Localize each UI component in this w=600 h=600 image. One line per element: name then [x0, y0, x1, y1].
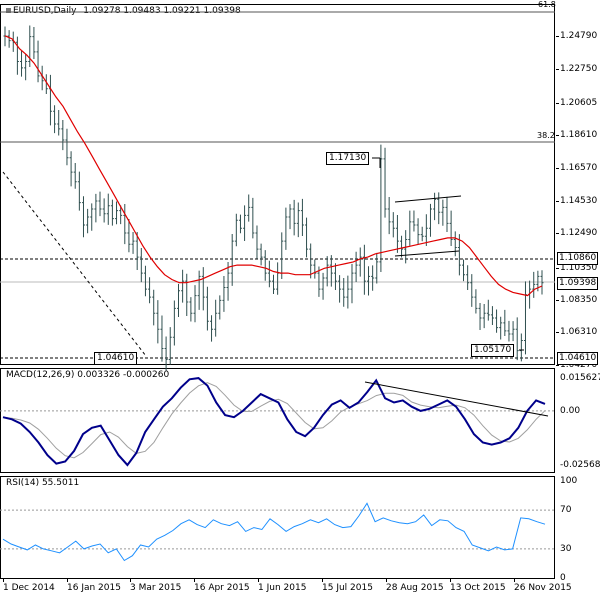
price-axis-tick: 1.22750	[560, 63, 598, 74]
macd-trendline	[364, 381, 549, 417]
rsi-title: RSI(14) 55.5011	[6, 478, 80, 488]
date-axis-tickmark	[258, 578, 259, 582]
price-axis-tickmark	[556, 365, 559, 366]
rsi-axis-tick: 0	[560, 573, 566, 583]
price-axis-tickmark	[556, 267, 559, 269]
price-axis-tick: 1.06310	[560, 327, 598, 338]
rsi-axis: 100 70 30 0	[556, 0, 600, 590]
peak-price-label: 1.17130	[326, 152, 370, 165]
date-axis-tickmark	[3, 578, 4, 582]
rsi-axis-tick: 100	[560, 476, 578, 486]
date-axis-label: 16 Jan 2015	[67, 583, 121, 593]
support-price-label: 1.04610	[557, 352, 599, 365]
price-axis-tick: 1.16570	[560, 162, 598, 173]
price-axis-tickmark	[556, 36, 559, 37]
date-axis-tickmark	[67, 578, 68, 582]
date-axis-tickmark	[322, 578, 323, 582]
rsi-axis-tick: 30	[560, 543, 572, 554]
price-axis-tick: 1.12490	[560, 228, 598, 239]
date-axis-label: 13 Oct 2015	[450, 583, 506, 593]
price-axis-tick: 1.24790	[560, 31, 598, 41]
ohlc-values: 1.09278 1.09483 1.09221 1.09398	[83, 6, 241, 16]
macd-axis-tick: 0.015627	[560, 373, 600, 383]
rsi-axis-tick: 70	[560, 505, 572, 516]
date-axis-label: 1 Dec 2014	[3, 583, 55, 593]
price-axis-tick: 1.18610	[560, 130, 598, 141]
fib-38-label: 38.2	[537, 131, 555, 140]
rsi-panel[interactable]: RSI(14) 55.5011	[0, 476, 555, 579]
macd-axis-tick: -0.02568	[560, 460, 600, 470]
price-axis-tickmark	[556, 299, 559, 301]
date-axis-tickmark	[130, 578, 131, 582]
price-axis-tick: 1.04270	[560, 360, 598, 370]
macd-axis-tick: 0.00	[560, 405, 581, 416]
symbol-indicator-icon	[6, 8, 11, 13]
symbol-timeframe: EURUSD,Daily	[13, 6, 77, 16]
price-chart-panel[interactable]: EURUSD,Daily 1.09278 1.09483 1.09221 1.0…	[0, 4, 555, 365]
macd-panel[interactable]: MACD(12,26,9) 0.003326 -0.000260	[0, 368, 555, 473]
macd-axis: 0.015627 0.00 -0.02568	[556, 0, 600, 480]
price-axis: 1.24790 1.22750 1.20605 1.18610 1.16570 1.145…	[556, 0, 600, 370]
price-axis-tickmark	[556, 200, 559, 202]
macd-title: MACD(12,26,9) 0.003326 -0.000260	[6, 370, 170, 380]
price-axis-tickmark	[556, 167, 559, 169]
price-axis-tickmark	[556, 103, 559, 105]
date-axis-label: 15 Jul 2015	[322, 583, 373, 593]
date-axis-tickmark	[450, 578, 451, 582]
price-axis-tickmark	[556, 135, 559, 137]
resistance-price-label: 1.10860	[557, 252, 599, 265]
date-axis-tickmark	[194, 578, 195, 582]
date-axis-tickmark	[386, 578, 387, 582]
channel-lower-line	[394, 250, 460, 257]
low-price-label-left: 1.04610	[94, 352, 138, 365]
price-axis-tick: 1.10350	[560, 262, 598, 273]
moving-average-line	[4, 35, 543, 297]
price-axis-tick: 1.08350	[560, 294, 598, 305]
chart-header: EURUSD,Daily 1.09278 1.09483 1.09221 1.0…	[6, 6, 241, 16]
date-axis-tickmark	[514, 578, 515, 582]
price-axis-tickmark	[556, 233, 559, 235]
low-price-label-right: 1.05170	[471, 344, 515, 357]
macd-line	[2, 377, 546, 467]
price-axis-tickmark	[556, 332, 559, 334]
rsi-line	[2, 502, 546, 562]
price-axis-tick: 1.20605	[560, 98, 598, 109]
date-axis-label: 16 Apr 2015	[194, 583, 250, 593]
date-axis-label: 26 Nov 2015	[514, 583, 572, 593]
macd-signal-line	[2, 382, 546, 459]
date-axis-label: 1 Jun 2015	[258, 583, 307, 593]
price-axis-tickmark	[556, 68, 559, 70]
date-axis-label: 3 Mar 2015	[130, 583, 182, 593]
date-axis-label: 28 Aug 2015	[386, 583, 444, 593]
current-price-label: 1.09398	[557, 277, 599, 290]
price-bars	[3, 25, 544, 371]
price-axis-tick: 1.14530	[560, 195, 598, 206]
fib-61-label: 61.8	[538, 0, 556, 9]
downtrend-line	[2, 171, 147, 357]
channel-upper-line	[394, 195, 462, 203]
